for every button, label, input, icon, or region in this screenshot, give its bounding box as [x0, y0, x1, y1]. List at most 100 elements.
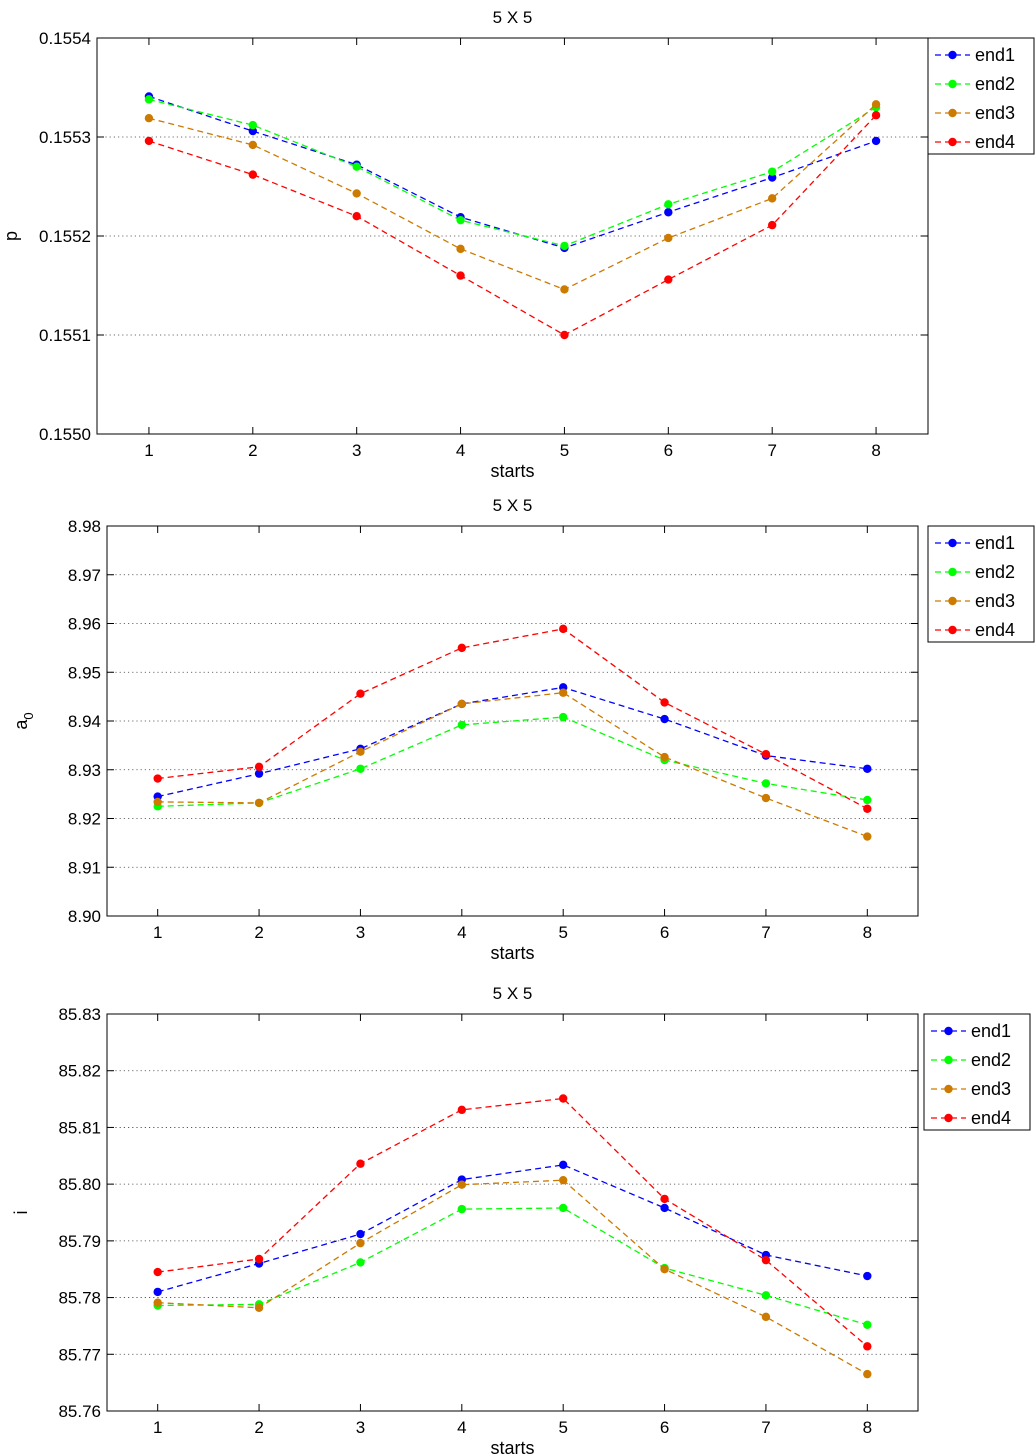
legend: end1 end2 end3 end4	[923, 1013, 1031, 1131]
data-point	[254, 762, 264, 772]
series-line	[157, 628, 868, 810]
x-tick-label: 6	[660, 1418, 669, 1437]
data-point	[767, 220, 777, 230]
data-point	[254, 798, 264, 808]
x-tick-label: 2	[254, 1418, 263, 1437]
legend-label: end3	[975, 591, 1015, 611]
legend-label: end4	[975, 132, 1015, 152]
data-point	[871, 136, 881, 146]
y-tick-label: 0.1551	[39, 326, 91, 345]
y-tick-label: 8.93	[68, 761, 101, 780]
legend-label: end2	[975, 562, 1015, 582]
data-point	[356, 1238, 365, 1248]
data-point	[761, 1291, 771, 1300]
series-end2	[144, 95, 881, 251]
chart-panel: 0.1550 0.1551 0.1552 0.1553 0.1554 1 2 3 4 5 6 7 8 5 …	[1, 8, 1035, 481]
data-point	[558, 688, 568, 697]
y-tick-label: 8.90	[68, 907, 101, 926]
data-point	[254, 1254, 264, 1264]
legend-marker	[948, 108, 957, 118]
series-end4	[144, 111, 881, 340]
data-point	[761, 1255, 771, 1265]
data-point	[457, 720, 467, 730]
y-tick-label: 85.78	[58, 1289, 101, 1308]
y-tick-label: 0.1550	[39, 425, 91, 444]
data-point	[144, 95, 154, 104]
legend-marker	[948, 79, 957, 89]
data-point	[761, 749, 771, 759]
legend-label: end2	[971, 1050, 1011, 1070]
data-point	[356, 689, 365, 698]
data-point	[456, 215, 465, 225]
series-end3	[153, 688, 872, 841]
y-tick-label: 85.77	[58, 1345, 101, 1364]
data-point	[863, 832, 872, 841]
data-point	[664, 208, 673, 217]
legend-label: end2	[975, 74, 1015, 94]
data-point	[558, 712, 568, 722]
legend-marker	[948, 625, 957, 635]
data-point	[863, 1342, 872, 1351]
data-point	[761, 779, 771, 788]
data-point	[144, 113, 154, 123]
legend-box	[927, 525, 1035, 643]
x-axis-label: starts	[490, 1438, 534, 1456]
data-point	[767, 173, 777, 182]
y-tick-label: 85.76	[58, 1402, 101, 1421]
data-point	[153, 1267, 162, 1277]
legend-label: end1	[971, 1021, 1011, 1041]
data-point	[144, 136, 154, 146]
data-point	[863, 1271, 872, 1281]
data-point	[153, 1287, 162, 1297]
data-point	[660, 1203, 669, 1213]
series-line	[148, 103, 877, 291]
data-point	[761, 1312, 771, 1322]
x-axis-label: starts	[490, 943, 534, 963]
y-tick-label: 85.82	[58, 1062, 101, 1081]
legend-marker	[948, 596, 957, 606]
x-tick-label: 1	[153, 923, 162, 942]
data-point	[560, 330, 569, 340]
data-point	[248, 170, 258, 179]
y-tick-label: 0.1554	[39, 29, 91, 48]
y-tick-label: 8.96	[68, 615, 101, 634]
data-point	[254, 1303, 264, 1312]
x-axis-label: starts	[490, 461, 534, 481]
series-end4	[153, 1094, 872, 1351]
y-tick-label: 8.91	[68, 858, 101, 877]
data-point	[248, 120, 258, 130]
data-point	[558, 624, 568, 634]
series-end3	[153, 1175, 872, 1379]
data-point	[871, 111, 881, 120]
x-tick-label: 6	[660, 923, 669, 942]
data-point	[457, 1180, 467, 1189]
data-point	[871, 100, 881, 109]
data-point	[863, 795, 872, 805]
x-tick-label: 1	[153, 1418, 162, 1437]
data-point	[664, 233, 673, 243]
legend-marker	[948, 538, 957, 548]
chart-panel: 85.76 85.77 85.78 85.79 85.80 85.81 85.82 85.83…	[11, 984, 1031, 1456]
x-tick-label: 3	[356, 1418, 365, 1437]
x-tick-label: 7	[767, 441, 776, 460]
x-tick-label: 8	[863, 1418, 872, 1437]
data-point	[457, 643, 467, 653]
x-tick-label: 5	[560, 441, 569, 460]
data-point	[660, 1194, 669, 1204]
x-tick-label: 8	[863, 923, 872, 942]
series-line	[157, 1164, 868, 1293]
x-tick-label: 7	[761, 923, 770, 942]
y-tick-label: 8.98	[68, 517, 101, 536]
y-tick-label: 8.95	[68, 663, 101, 682]
data-point	[457, 1204, 467, 1214]
data-point	[660, 714, 669, 724]
y-axis-label-subscript: 0	[21, 712, 36, 719]
data-point	[356, 764, 365, 773]
data-point	[457, 1105, 467, 1115]
y-tick-label: 8.97	[68, 566, 101, 585]
x-tick-label: 5	[558, 1418, 567, 1437]
data-point	[558, 1175, 568, 1185]
data-point	[767, 167, 777, 176]
series-line	[148, 98, 877, 247]
y-tick-label: 0.1552	[39, 227, 91, 246]
